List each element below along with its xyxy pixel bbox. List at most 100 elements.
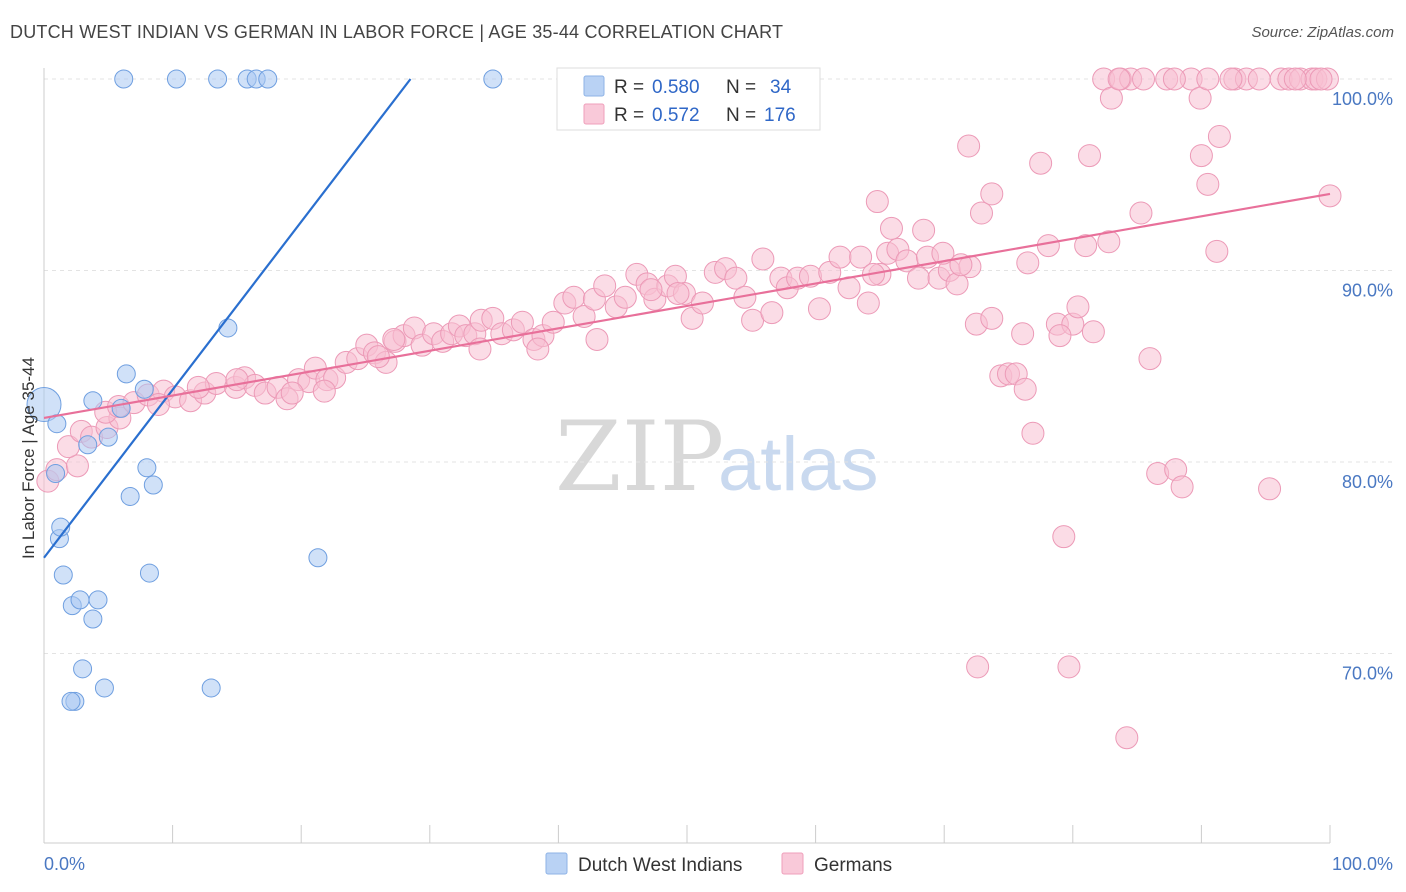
data-point <box>94 678 114 698</box>
data-point <box>856 291 880 315</box>
data-point <box>83 609 103 629</box>
legend-r-label-1: R = <box>614 77 644 98</box>
legend-r-value-1: 0.580 <box>652 77 700 98</box>
stats-legend: R = 0.580 N = 34 R = 0.572 N = 176 <box>556 67 821 131</box>
y-tick-label: 100.0% <box>1332 89 1393 109</box>
data-point <box>208 69 228 89</box>
data-point <box>53 565 73 585</box>
data-point <box>510 310 534 334</box>
data-point <box>201 678 221 698</box>
data-point <box>1011 322 1035 346</box>
legend-r-label-2: R = <box>614 105 644 126</box>
data-point <box>807 297 831 321</box>
data-point <box>1205 239 1229 263</box>
data-point <box>1115 726 1139 750</box>
data-point <box>1196 172 1220 196</box>
data-point <box>957 134 981 158</box>
data-point <box>593 274 617 298</box>
y-tick-label: 70.0% <box>1342 664 1393 684</box>
data-point <box>111 398 131 418</box>
grid-lines <box>44 78 1395 654</box>
source-credit: Source: ZipAtlas.com <box>1251 24 1394 41</box>
data-point <box>760 301 784 325</box>
data-point <box>931 241 955 265</box>
data-point <box>980 182 1004 206</box>
legend-swatch-pink <box>583 103 605 125</box>
series-swatch-germans <box>781 852 804 875</box>
legend-n-label-2: N = <box>726 105 756 126</box>
data-point <box>639 278 663 302</box>
data-point <box>1219 67 1243 91</box>
data-point <box>1207 124 1231 148</box>
data-point <box>73 659 93 679</box>
data-point <box>1189 144 1213 168</box>
data-point <box>1097 230 1121 254</box>
series-label-germans: Germans <box>814 855 892 876</box>
data-point <box>1247 67 1271 91</box>
data-point <box>1283 67 1307 91</box>
data-point <box>26 387 62 423</box>
data-point <box>1107 67 1131 91</box>
data-point <box>65 454 89 478</box>
data-point <box>741 308 765 332</box>
tick-labels: 70.0% 80.0% 90.0% 100.0% 0.0% 100.0% <box>44 89 1393 874</box>
data-point <box>1021 421 1045 445</box>
data-point <box>46 463 66 483</box>
data-point <box>585 327 609 351</box>
trend-lines <box>43 78 1331 559</box>
data-point <box>280 381 304 405</box>
data-point <box>849 245 873 269</box>
data-point <box>1132 67 1156 91</box>
series-label-dutch-west-indians: Dutch West Indians <box>578 855 742 876</box>
data-point <box>225 368 249 392</box>
data-point <box>1196 67 1220 91</box>
axes <box>43 68 1331 844</box>
chart-title: DUTCH WEST INDIAN VS GERMAN IN LABOR FOR… <box>10 22 784 42</box>
data-point <box>828 245 852 269</box>
data-point <box>1162 67 1186 91</box>
data-point <box>1029 151 1053 175</box>
data-point <box>751 247 775 271</box>
data-point <box>83 391 103 411</box>
legend-n-label-1: N = <box>726 77 756 98</box>
data-point <box>139 563 159 583</box>
data-point <box>1013 377 1037 401</box>
legend-r-value-2: 0.572 <box>652 105 700 126</box>
trend-line <box>43 192 1331 420</box>
data-point <box>1016 251 1040 275</box>
data-point <box>308 548 328 568</box>
data-point <box>1074 234 1098 258</box>
data-point <box>483 69 503 89</box>
data-points <box>26 67 1342 750</box>
watermark-atlas: atlas <box>718 422 879 507</box>
legend-n-value-2: 176 <box>764 105 796 126</box>
data-point <box>186 375 210 399</box>
data-point <box>88 590 108 610</box>
data-point <box>114 69 134 89</box>
data-point <box>166 69 186 89</box>
x-tick-label: 0.0% <box>44 854 85 874</box>
watermark-zip: ZIP <box>555 401 724 513</box>
legend-swatch-blue <box>583 75 605 97</box>
data-point <box>666 281 690 305</box>
data-point <box>1036 234 1060 258</box>
data-point <box>61 691 81 711</box>
data-point <box>98 427 118 447</box>
data-point <box>526 337 550 361</box>
data-point <box>366 345 390 369</box>
data-point <box>1258 477 1282 501</box>
data-point <box>724 266 748 290</box>
data-point <box>1081 320 1105 344</box>
data-point <box>1129 201 1153 225</box>
data-point <box>613 285 637 309</box>
y-tick-label: 80.0% <box>1342 472 1393 492</box>
y-tick-label: 90.0% <box>1342 281 1393 301</box>
x-tick-label: 100.0% <box>1332 854 1393 874</box>
data-point <box>258 69 278 89</box>
series-legend: Dutch West Indians Germans <box>545 852 892 876</box>
data-point <box>382 327 406 351</box>
data-point <box>116 364 136 384</box>
data-point <box>137 458 157 478</box>
data-point <box>1138 347 1162 371</box>
